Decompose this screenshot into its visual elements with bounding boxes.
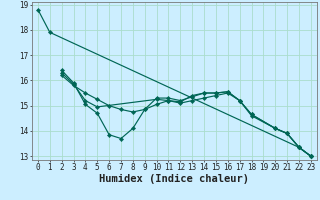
X-axis label: Humidex (Indice chaleur): Humidex (Indice chaleur) <box>100 174 249 184</box>
